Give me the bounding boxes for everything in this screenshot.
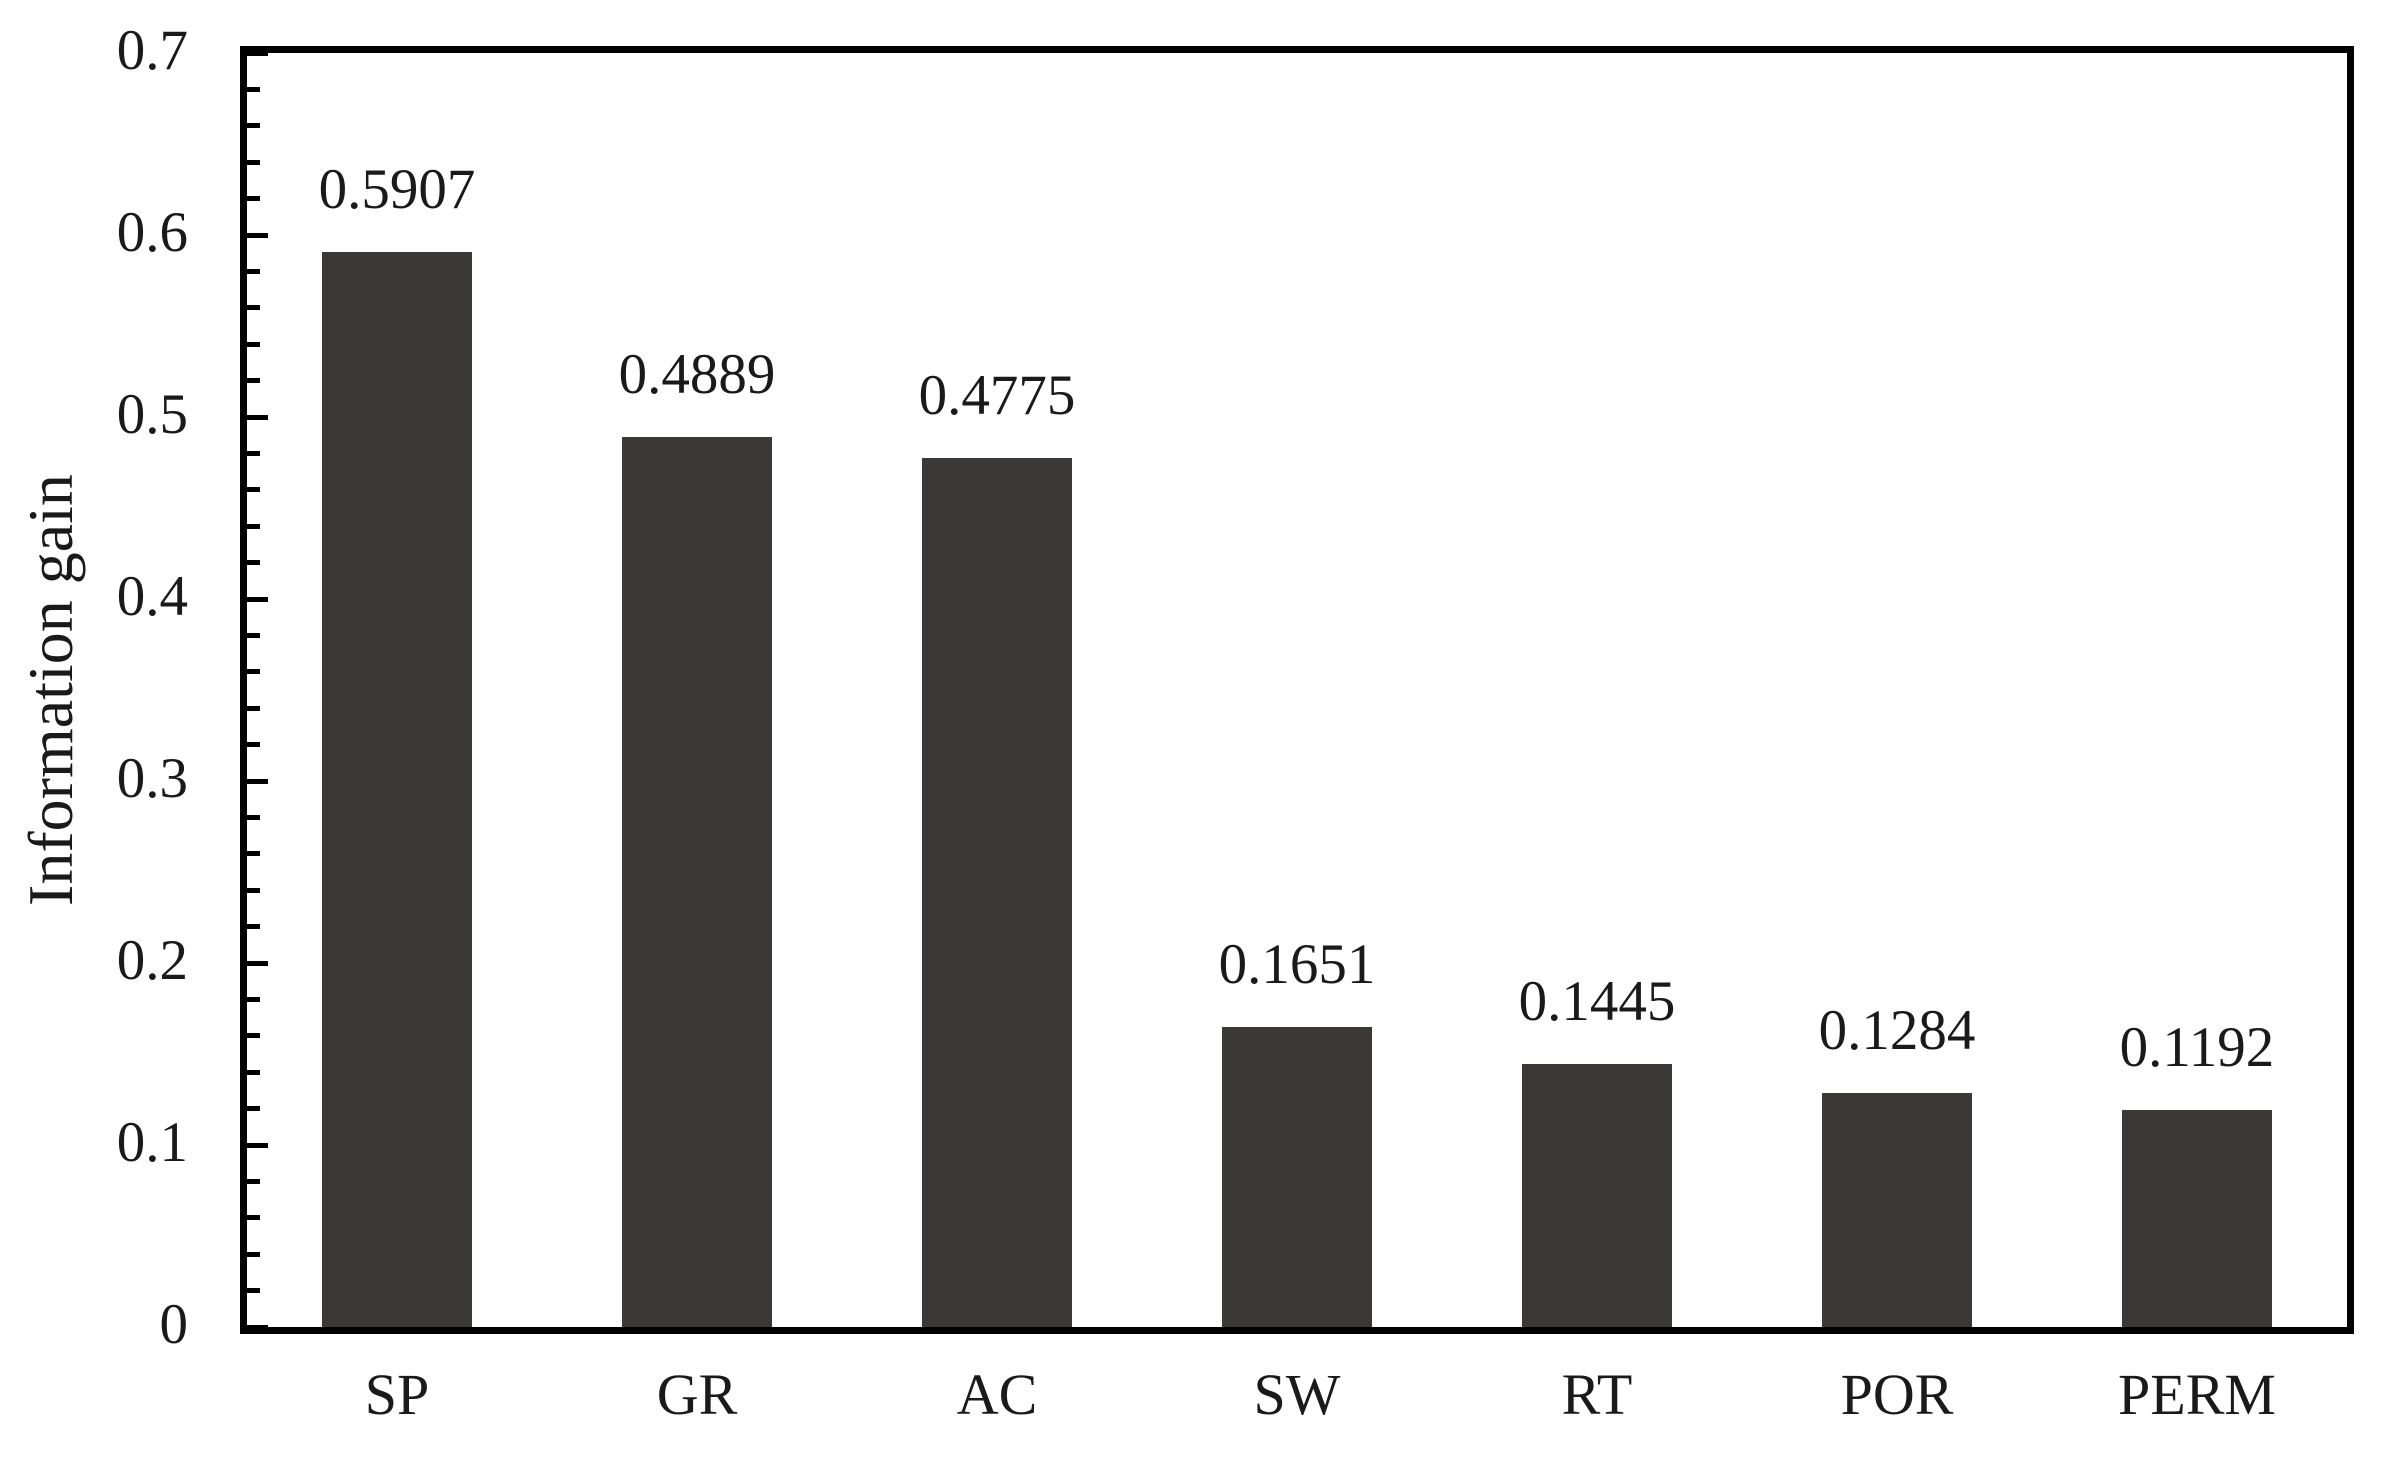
- x-tick-label-sw: SW: [1253, 1362, 1341, 1427]
- bar-gr: [622, 437, 772, 1327]
- bar-ac: [922, 457, 1072, 1327]
- y-minor-tick-mark: [247, 669, 260, 675]
- y-minor-tick-mark: [247, 523, 260, 529]
- x-tick-label-sp: SP: [364, 1362, 430, 1427]
- x-tick-label-perm: PERM: [2118, 1362, 2276, 1427]
- y-axis-tick-labels: 0 0.1 0.2 0.3 0.4 0.5 0.6 0.7: [0, 22, 188, 1353]
- y-tick-label: 0.4: [116, 565, 188, 628]
- y-minor-tick-mark: [247, 1251, 260, 1257]
- y-minor-tick-mark: [247, 632, 260, 638]
- y-minor-tick-mark: [247, 560, 260, 566]
- y-minor-tick-mark: [247, 742, 260, 748]
- y-minor-tick-mark: [247, 450, 260, 456]
- y-minor-tick-mark: [247, 1033, 260, 1039]
- y-minor-tick-mark: [247, 378, 260, 384]
- bar-value-label-por: 0.1284: [1818, 999, 1976, 1063]
- y-minor-tick-mark: [247, 86, 260, 92]
- bar-sp: [322, 251, 472, 1327]
- x-tick-label-por: POR: [1840, 1362, 1954, 1427]
- y-tick-label: 0.2: [116, 929, 188, 992]
- bar-value-label-sw: 0.1651: [1218, 932, 1376, 996]
- y-minor-tick-mark: [247, 1288, 260, 1294]
- bar-rt: [1522, 1064, 1672, 1327]
- y-minor-tick-mark: [247, 305, 260, 311]
- y-minor-tick-mark: [247, 1106, 260, 1112]
- y-minor-tick-mark: [247, 887, 260, 893]
- x-tick-label-rt: RT: [1561, 1362, 1633, 1427]
- y-major-tick-mark: [247, 596, 268, 602]
- y-tick-label: 0: [159, 1293, 189, 1356]
- y-minor-tick-mark: [247, 851, 260, 857]
- y-minor-tick-mark: [247, 196, 260, 202]
- bar-value-label-perm: 0.1192: [2119, 1016, 2275, 1080]
- y-tick-label: 0.6: [116, 201, 188, 264]
- y-minor-tick-mark: [247, 814, 260, 820]
- y-tick-label: 0.3: [116, 747, 188, 810]
- y-minor-tick-mark: [247, 268, 260, 274]
- y-major-tick-mark: [247, 414, 268, 420]
- y-minor-tick-mark: [247, 341, 260, 347]
- bar-por: [1822, 1093, 1972, 1327]
- y-minor-tick-mark: [247, 705, 260, 711]
- y-major-tick-mark: [247, 232, 268, 238]
- y-minor-tick-mark: [247, 1215, 260, 1221]
- y-major-tick-mark: [247, 1324, 268, 1330]
- y-minor-tick-mark: [247, 487, 260, 493]
- bar-sw: [1222, 1026, 1372, 1327]
- y-major-tick-mark: [247, 50, 268, 56]
- bar-value-label-sp: 0.5907: [318, 157, 476, 221]
- y-minor-tick-mark: [247, 159, 260, 165]
- bar-value-label-ac: 0.4775: [918, 363, 1076, 427]
- bar-value-label-rt: 0.1445: [1518, 970, 1676, 1034]
- y-minor-tick-mark: [247, 996, 260, 1002]
- plot-area: 0.5907 0.4889 0.4775 0.1651 0.1445 0.1284 0.11…: [240, 46, 2354, 1334]
- y-major-tick-mark: [247, 960, 268, 966]
- x-tick-label-ac: AC: [956, 1362, 1038, 1427]
- x-tick-label-gr: GR: [656, 1362, 738, 1427]
- y-major-tick-mark: [247, 1142, 268, 1148]
- y-tick-label: 0.5: [116, 383, 188, 446]
- x-axis-tick-labels: SP GR AC SW RT POR PERM: [247, 1362, 2347, 1442]
- y-minor-tick-mark: [247, 123, 260, 129]
- y-minor-tick-mark: [247, 1178, 260, 1184]
- y-tick-label: 0.1: [116, 1111, 188, 1174]
- bar-value-label-gr: 0.4889: [618, 343, 776, 407]
- y-major-tick-mark: [247, 778, 268, 784]
- y-minor-tick-mark: [247, 1069, 260, 1075]
- bar-perm: [2122, 1110, 2272, 1327]
- y-minor-tick-mark: [247, 924, 260, 930]
- y-tick-label: 0.7: [116, 19, 188, 82]
